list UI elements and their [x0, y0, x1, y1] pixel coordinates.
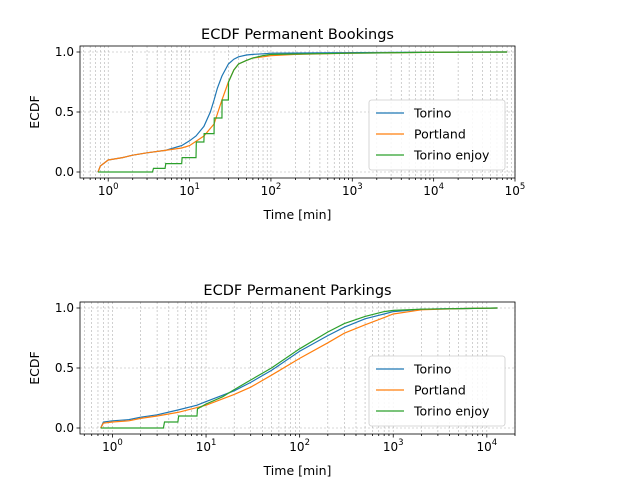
x-tick-label: 104: [476, 438, 497, 454]
x-tick-label: 103: [342, 182, 363, 198]
x-tick-label: 101: [179, 182, 200, 198]
x-tick-label-exponent: 5: [520, 182, 525, 192]
x-tick-label-exponent: 0: [117, 438, 122, 448]
x-axis-label: Time [min]: [263, 207, 332, 222]
x-tick-label-exponent: 2: [276, 182, 281, 192]
series-line-portland: [100, 307, 498, 429]
chart-title: ECDF Permanent Parkings: [203, 283, 391, 299]
x-tick-label-exponent: 4: [492, 438, 497, 448]
x-tick-label-base: 10: [476, 440, 491, 454]
x-tick-label-base: 10: [383, 440, 398, 454]
x-ticks: [83, 178, 516, 182]
series-line-torino-enjoy: [98, 51, 508, 173]
x-tick-label-base: 10: [179, 184, 194, 198]
y-tick-label: 0.5: [55, 105, 74, 119]
x-axis-label: Time [min]: [263, 463, 332, 478]
legend-box: [368, 99, 506, 171]
x-tick-label-base: 10: [196, 440, 211, 454]
grid: [80, 302, 516, 434]
chart-title: ECDF Permanent Bookings: [201, 27, 394, 43]
x-tick-label-base: 10: [423, 184, 438, 198]
legend-label: Portland: [414, 383, 466, 398]
y-tick-label: 1.0: [55, 45, 74, 59]
series-line-torino-enjoy: [100, 307, 498, 429]
x-tick-label: 102: [289, 438, 310, 454]
x-tick-label-exponent: 2: [305, 438, 310, 448]
x-tick-label: 100: [102, 438, 123, 454]
legend-label: Torino enjoy: [413, 148, 490, 163]
x-tick-label: 105: [505, 182, 526, 198]
series-line-torino: [100, 307, 498, 429]
x-ticks: [83, 434, 516, 438]
legend: Torino Portland Torino enjoy: [368, 99, 506, 171]
legend-box: [368, 355, 506, 427]
x-tick-label-exponent: 0: [113, 182, 118, 192]
x-tick-label: 101: [196, 438, 217, 454]
x-tick-label-base: 10: [98, 184, 113, 198]
x-tick-label: 103: [383, 438, 404, 454]
x-tick-label: 104: [423, 182, 444, 198]
x-tick-label-base: 10: [342, 184, 357, 198]
legend-label: Torino: [413, 106, 451, 121]
legend-label: Portland: [414, 127, 466, 142]
y-tick-label: 1.0: [55, 301, 74, 315]
legend-label: Torino enjoy: [413, 404, 490, 419]
y-axis-label: ECDF: [27, 351, 42, 384]
x-tick-label-exponent: 3: [357, 182, 362, 192]
x-tick-label-exponent: 1: [211, 438, 216, 448]
x-tick-label-base: 10: [505, 184, 520, 198]
y-tick-label: 0.0: [55, 165, 74, 179]
legend-label: Torino: [413, 362, 451, 377]
y-axis-label: ECDF: [27, 95, 42, 128]
legend: Torino Portland Torino enjoy: [368, 355, 506, 427]
x-tick-label-base: 10: [102, 440, 117, 454]
x-tick-label-exponent: 3: [398, 438, 403, 448]
y-tick-label: 0.0: [55, 421, 74, 435]
x-tick-label: 102: [261, 182, 282, 198]
x-tick-label-base: 10: [289, 440, 304, 454]
x-tick-label-exponent: 4: [439, 182, 444, 192]
x-tick-label-base: 10: [261, 184, 276, 198]
x-tick-label-exponent: 1: [194, 182, 199, 192]
y-tick-label: 0.5: [55, 361, 74, 375]
x-tick-label: 100: [98, 182, 119, 198]
